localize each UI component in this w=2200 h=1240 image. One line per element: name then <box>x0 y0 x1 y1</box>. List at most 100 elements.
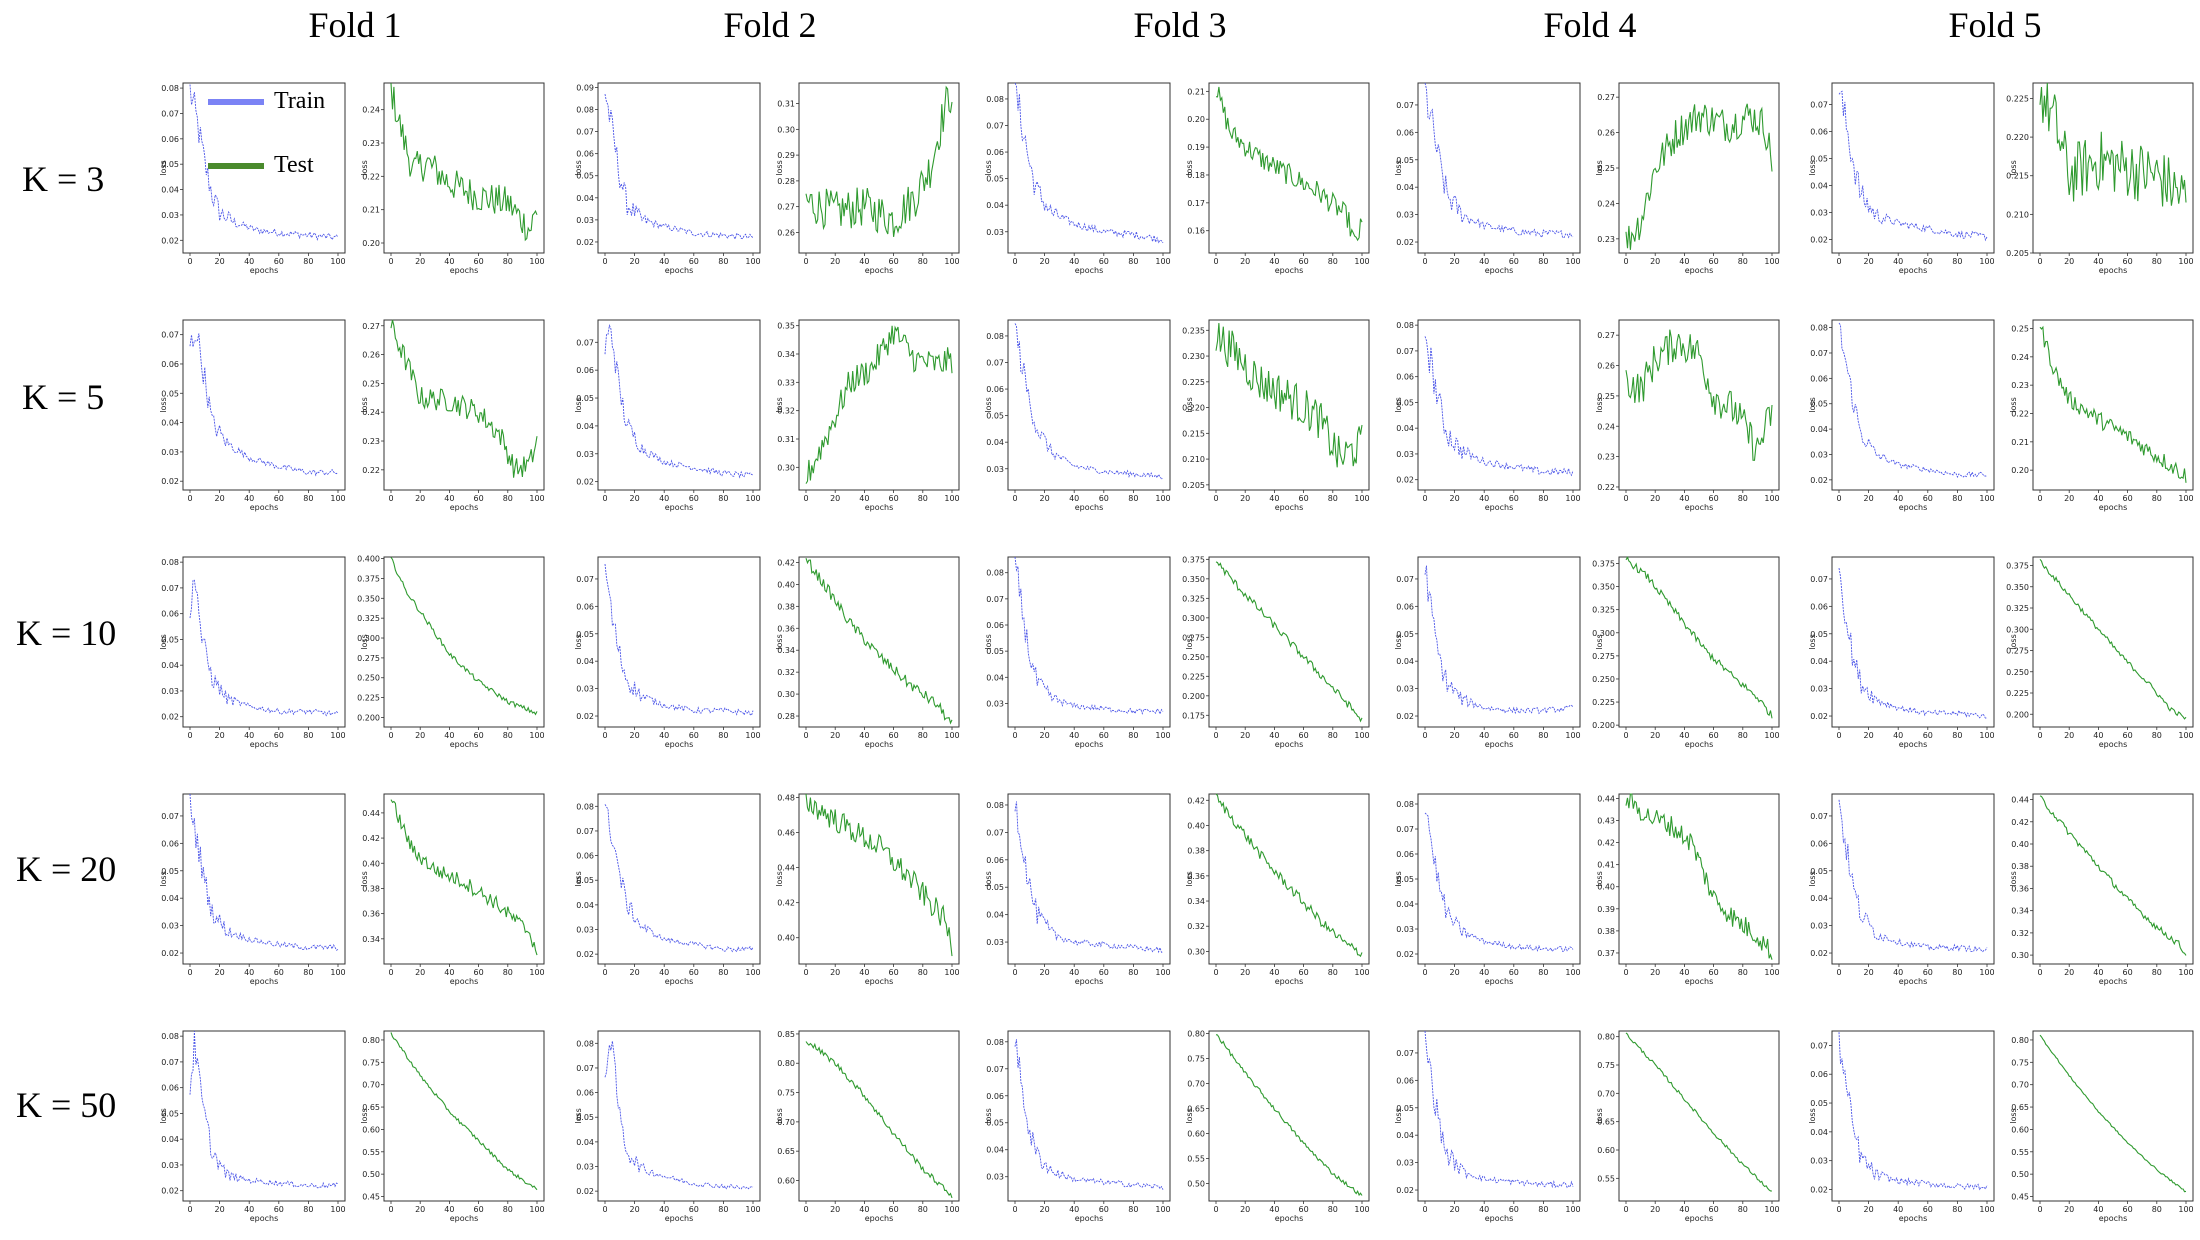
y-tick-label: 0.230 <box>1182 352 1205 361</box>
train-panel-k3-fold1: 0 20 40 60 80 100 epochs 0.02 0.03 0.04 0.05 0.06 0.… <box>159 82 346 275</box>
y-tick-label: 0.85 <box>777 1030 795 1039</box>
y-tick-label: 0.06 <box>1810 602 1828 611</box>
y-tick-label: 0.44 <box>362 809 380 818</box>
y-tick-label: 0.42 <box>1597 839 1615 848</box>
plot-frame <box>182 556 346 728</box>
x-tick-label: 20 <box>1864 731 1874 740</box>
x-tick-label: 20 <box>1040 494 1050 503</box>
y-axis-label: loss <box>984 397 993 412</box>
y-tick-label: 0.04 <box>1396 1131 1414 1140</box>
test-panel-k10-fold5: 0 20 40 60 80 100 epochs 0.200 0.225 0.250 0.275 0.… <box>2006 556 2194 749</box>
train-loss-line <box>1838 799 1988 953</box>
y-tick-label: 0.200 <box>1592 721 1615 730</box>
test-loss-line <box>390 556 538 716</box>
x-axis-label: epochs <box>1899 503 1928 512</box>
x-tick-label: 80 <box>1538 1205 1548 1214</box>
x-tick-label: 80 <box>1738 257 1748 266</box>
y-tick-label: 0.48 <box>777 794 795 803</box>
plot-frame <box>1618 1030 1780 1202</box>
x-axis-label: epochs <box>450 1214 479 1223</box>
y-tick-label: 0.03 <box>986 465 1004 474</box>
y-tick-label: 0.05 <box>1396 630 1414 639</box>
y-tick-label: 0.03 <box>986 938 1004 947</box>
y-tick-label: 0.26 <box>777 228 795 237</box>
y-tick-label: 0.42 <box>362 834 380 843</box>
x-tick-label: 60 <box>1923 968 1933 977</box>
y-tick-label: 0.07 <box>986 595 1004 604</box>
x-tick-label: 60 <box>889 968 899 977</box>
x-axis-label: epochs <box>865 503 894 512</box>
y-tick-label: 0.36 <box>362 910 380 919</box>
y-tick-label: 0.06 <box>576 852 594 861</box>
train-panel-k20-fold3: 0 20 40 60 80 100 epochs 0.03 0.04 0.05 0.06 0.07 0.… <box>984 793 1171 986</box>
y-tick-label: 0.05 <box>576 876 594 885</box>
x-tick-label: 100 <box>1155 1205 1170 1214</box>
x-tick-label: 0 <box>1213 731 1218 740</box>
x-axis-label: epochs <box>1899 1214 1928 1223</box>
row-k3-title: K = 3 <box>22 159 105 199</box>
x-tick-label: 80 <box>1328 257 1338 266</box>
plot-frame <box>1007 793 1171 965</box>
x-tick-label: 20 <box>215 731 225 740</box>
y-tick-label: 0.70 <box>1597 1089 1615 1098</box>
x-axis-label: epochs <box>1275 503 1304 512</box>
y-tick-label: 0.75 <box>777 1089 795 1098</box>
y-tick-label: 0.40 <box>1187 821 1205 830</box>
plot-frame <box>798 793 960 965</box>
x-axis-label: epochs <box>1485 503 1514 512</box>
x-axis-label: epochs <box>865 977 894 986</box>
test-panel-k50-fold3: 0 20 40 60 80 100 epochs 0.50 0.55 0.60 0.65 0.70 0.… <box>1185 1030 1370 1224</box>
y-tick-label: 0.06 <box>1396 373 1414 382</box>
y-tick-label: 0.03 <box>161 1161 179 1170</box>
y-tick-label: 0.04 <box>1396 424 1414 433</box>
y-tick-label: 0.27 <box>1597 331 1615 340</box>
y-axis-label: loss <box>1185 1108 1194 1123</box>
y-tick-label: 0.220 <box>1182 404 1205 413</box>
x-tick-label: 80 <box>918 1205 928 1214</box>
test-panel-k3-fold1: 0 20 40 60 80 100 epochs 0.20 0.21 0.22 0.23 0.24 lo… <box>360 82 545 275</box>
x-tick-label: 80 <box>1738 731 1748 740</box>
y-tick-label: 0.03 <box>576 450 594 459</box>
plot-frame <box>1007 556 1171 728</box>
y-tick-label: 0.03 <box>1810 450 1828 459</box>
y-tick-label: 0.210 <box>1182 455 1205 464</box>
plot-frame <box>383 793 545 965</box>
x-tick-label: 20 <box>1650 1205 1660 1214</box>
y-tick-label: 0.03 <box>576 926 594 935</box>
x-tick-label: 60 <box>2123 1205 2133 1214</box>
x-tick-label: 40 <box>1479 968 1489 977</box>
plot-frame <box>1208 556 1370 728</box>
x-tick-label: 20 <box>830 1205 840 1214</box>
train-loss-line <box>604 563 754 717</box>
y-axis-label: loss <box>1394 1108 1403 1123</box>
y-tick-label: 0.175 <box>1182 711 1205 720</box>
x-tick-label: 40 <box>1069 257 1079 266</box>
y-axis-label: loss <box>360 1108 369 1123</box>
y-tick-label: 0.05 <box>1396 156 1414 165</box>
x-tick-label: 40 <box>859 494 869 503</box>
plot-frame <box>2032 1030 2194 1202</box>
y-tick-label: 0.03 <box>161 687 179 696</box>
train-panel-k10-fold5: 0 20 40 60 80 100 epochs 0.02 0.03 0.04 0.05 0.06 0.… <box>1808 556 1995 749</box>
y-tick-label: 0.08 <box>161 1032 179 1041</box>
plot-frame <box>182 319 346 491</box>
x-tick-label: 20 <box>415 494 425 503</box>
y-tick-label: 0.37 <box>1597 949 1615 958</box>
y-tick-label: 0.05 <box>161 160 179 169</box>
y-tick-label: 0.02 <box>1396 238 1414 247</box>
x-tick-label: 40 <box>1269 257 1279 266</box>
plot-frame <box>2032 319 2194 491</box>
test-panel-k3-fold2: 0 20 40 60 80 100 epochs 0.26 0.27 0.28 0.29 0.30 0.… <box>775 82 960 275</box>
fold-3-title: Fold 3 <box>1133 5 1227 45</box>
y-tick-label: 0.05 <box>1396 398 1414 407</box>
x-tick-label: 20 <box>830 494 840 503</box>
y-tick-label: 0.24 <box>362 106 380 115</box>
train-loss-line <box>1014 1039 1164 1190</box>
x-axis-label: epochs <box>1899 266 1928 275</box>
test-panel-k50-fold5: 0 20 40 60 80 100 epochs 0.45 0.50 0.55 0.60 0.65 0.… <box>2009 1030 2194 1223</box>
y-tick-label: 0.36 <box>777 624 795 633</box>
x-tick-label: 0 <box>1623 257 1628 266</box>
y-tick-label: 0.65 <box>362 1103 380 1112</box>
train-loss-line <box>1424 1030 1574 1189</box>
y-tick-label: 0.03 <box>161 922 179 931</box>
